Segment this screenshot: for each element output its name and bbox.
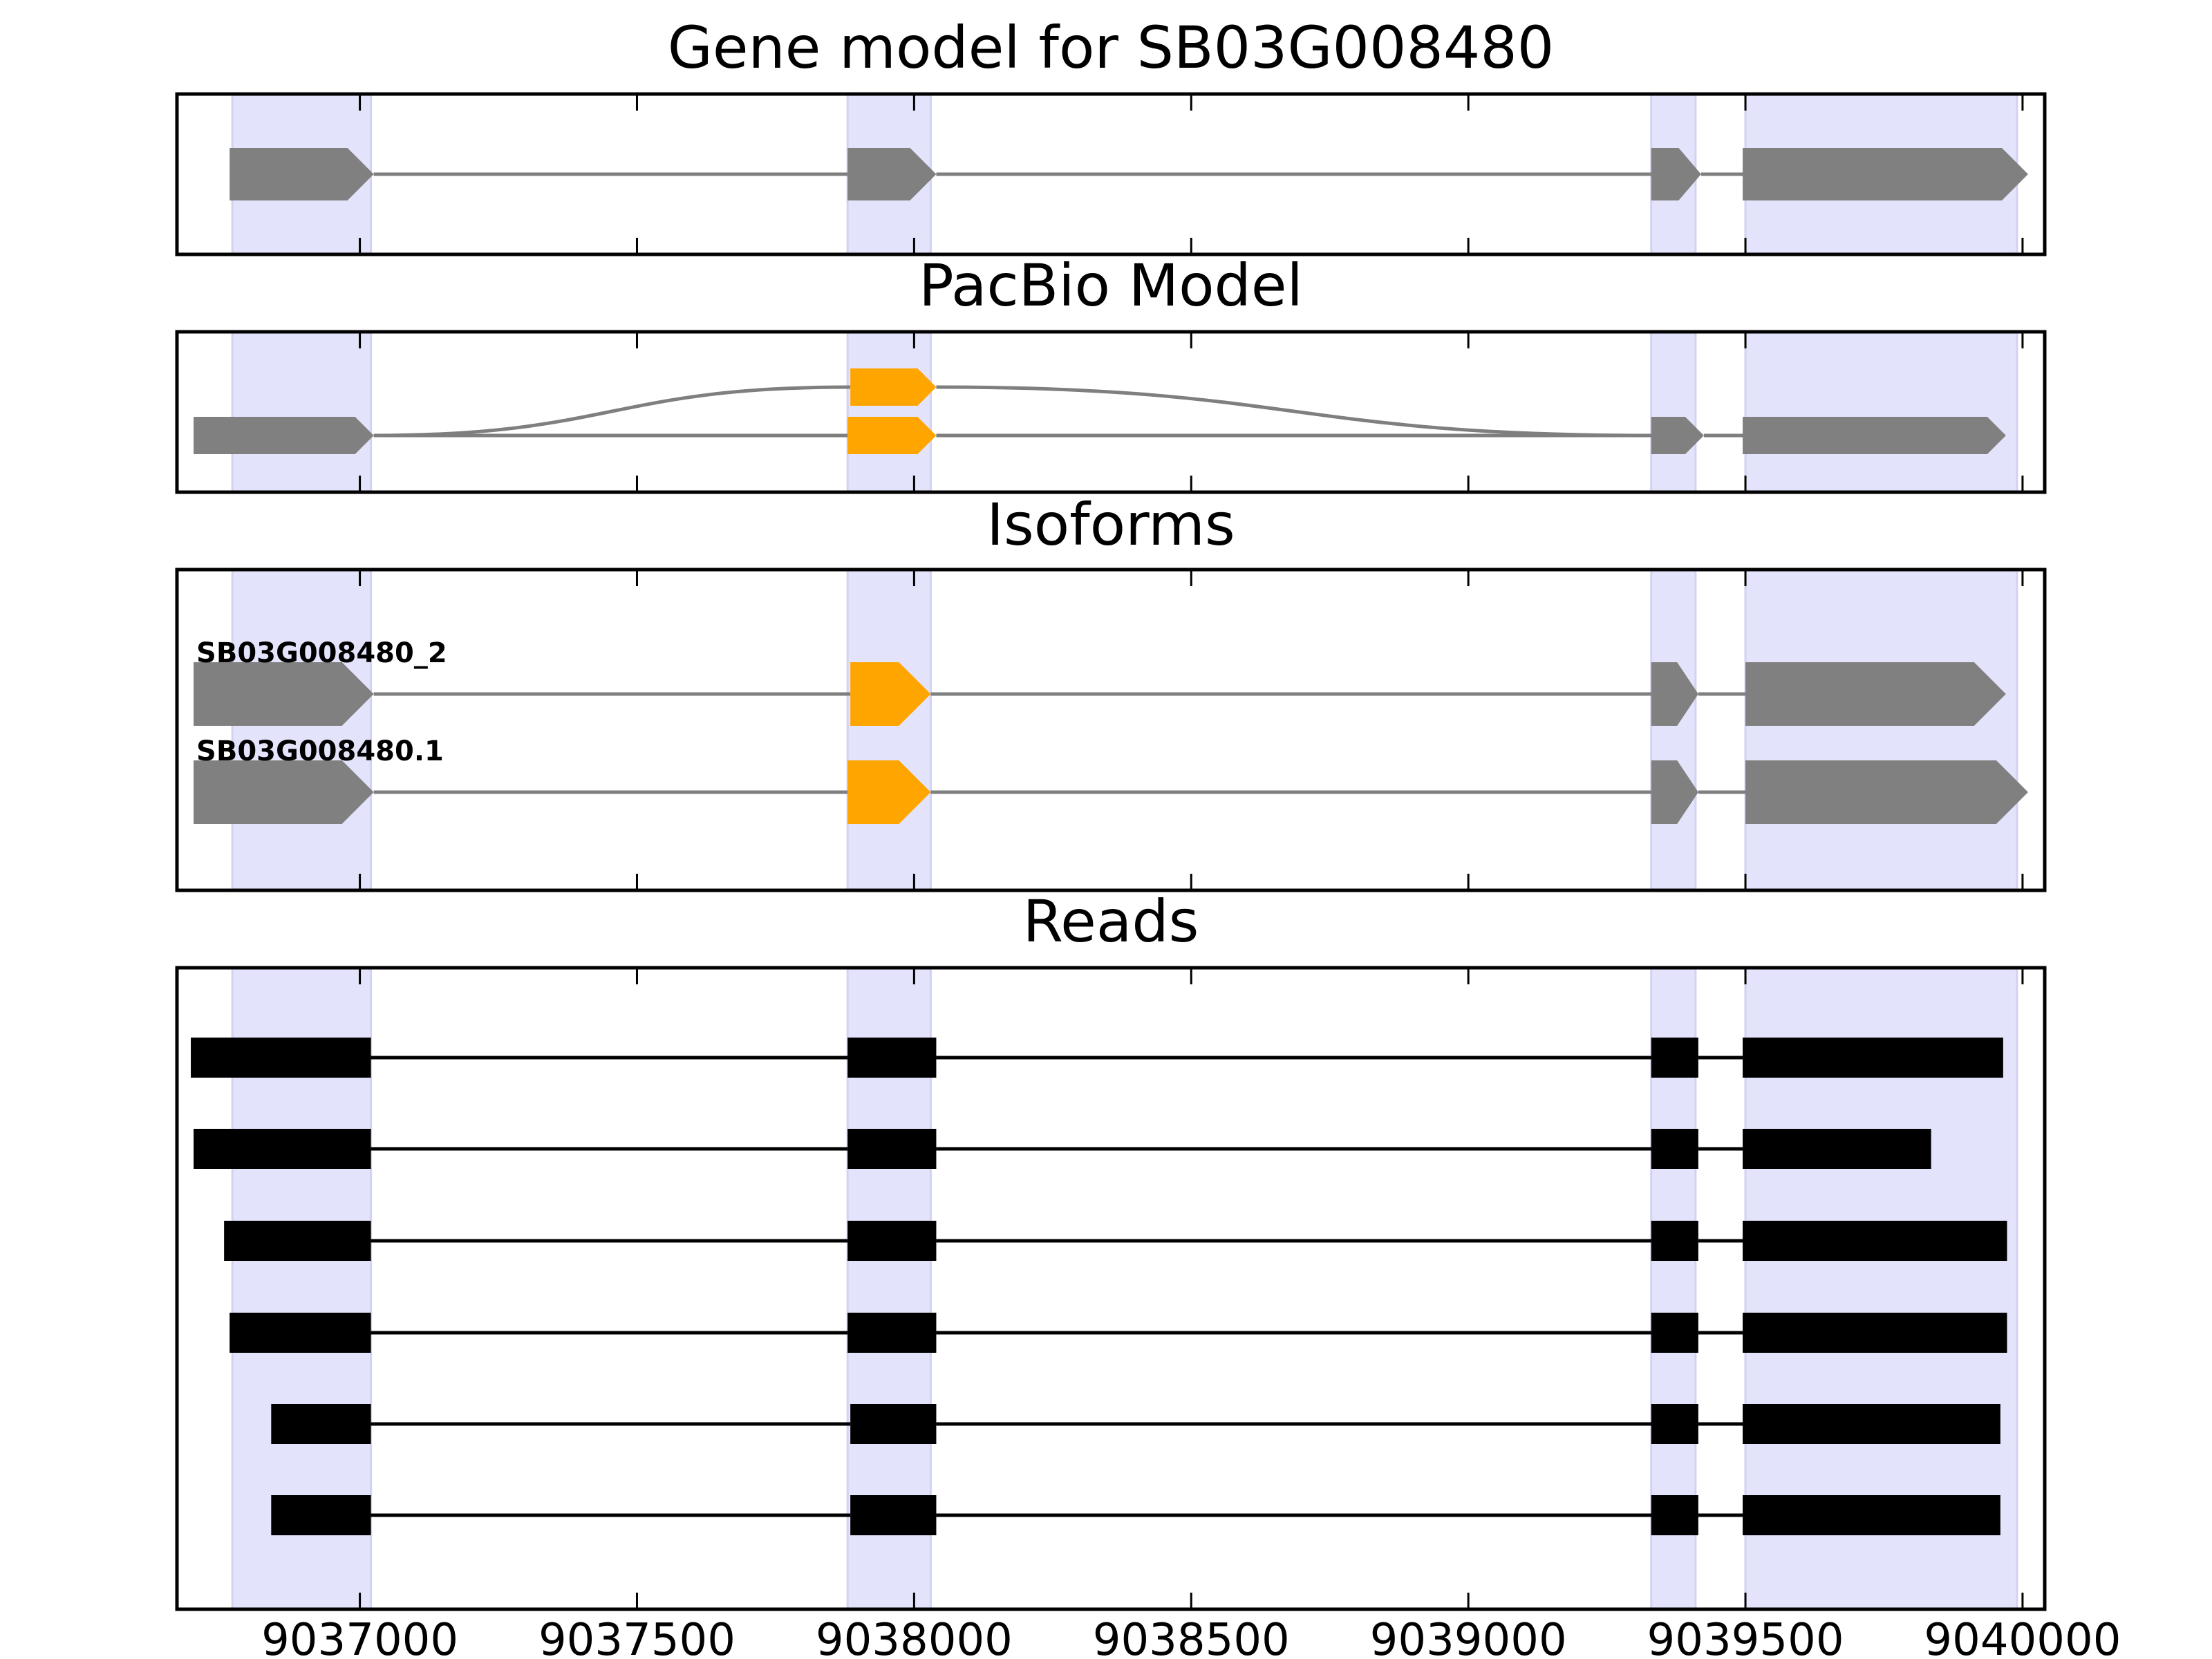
panel-title: Isoforms (986, 491, 1235, 559)
exon-block (847, 148, 937, 200)
isoform-exon (1745, 760, 2028, 824)
exon-block (229, 148, 374, 200)
isoform-exon (1651, 760, 1698, 824)
read-block (191, 1038, 371, 1078)
read-block (847, 1038, 937, 1078)
isoform-exon (194, 662, 374, 726)
read-block (1651, 1038, 1698, 1078)
read-block (1743, 1129, 1931, 1169)
highlight-region-2-2 (1650, 568, 1697, 892)
read-block (1743, 1221, 2007, 1261)
isoform-exon (1651, 662, 1698, 726)
exon-block (1743, 148, 2028, 200)
read-block (847, 1313, 937, 1353)
panel-frame-1 (175, 330, 2047, 494)
isoform-exon (850, 662, 931, 726)
highlight-region-1-2 (1650, 330, 1697, 494)
read-block (1651, 1221, 1698, 1261)
read-block (1743, 1495, 2000, 1535)
panel-title: Gene model for SB03G008480 (668, 14, 1554, 82)
splice-edge-curve (373, 385, 851, 438)
read-block (1743, 1313, 2007, 1353)
splice-node (194, 417, 374, 454)
isoform-exon (1745, 662, 2006, 726)
read-block (1743, 1038, 2003, 1078)
splice-node (847, 417, 937, 454)
read-block (194, 1129, 371, 1169)
splice-node (1651, 417, 1704, 454)
read-block (1743, 1404, 2000, 1444)
highlight-region-1-0 (231, 330, 373, 494)
panel-frame-0 (175, 92, 2047, 256)
read-block (850, 1404, 937, 1444)
highlight-region-2-3 (1744, 568, 2018, 892)
highlight-region-2-1 (846, 568, 932, 892)
content-layer (191, 148, 2028, 1535)
splice-node (850, 368, 937, 406)
panel-frame-3 (175, 966, 2047, 1611)
read-block (847, 1221, 937, 1261)
read-block (1651, 1129, 1698, 1169)
read-block (224, 1221, 371, 1261)
exon-block (1651, 148, 1701, 200)
x-tick-label: 9038000 (816, 1615, 1013, 1659)
panel-title: Reads (1023, 888, 1199, 955)
read-block (847, 1129, 937, 1169)
isoform-label: SB03G008480.1 (196, 735, 444, 767)
splice-edge-curve (936, 385, 1651, 438)
read-block (271, 1404, 371, 1444)
isoform-label: SB03G008480_2 (196, 637, 447, 669)
x-tick-label: 9039500 (1647, 1615, 1844, 1659)
read-block (271, 1495, 371, 1535)
x-tick-label: 9040000 (1924, 1615, 2121, 1659)
x-tick-label: 9038500 (1093, 1615, 1290, 1659)
panel-frame-2 (175, 568, 2047, 892)
highlight-region-1-3 (1744, 330, 2018, 494)
read-block (1651, 1313, 1698, 1353)
x-tick-label: 9037500 (538, 1615, 735, 1659)
highlight-layer (231, 93, 2018, 1611)
read-block (850, 1495, 937, 1535)
splice-node (1743, 417, 2006, 454)
highlight-region-2-0 (231, 568, 373, 892)
x-tick-label: 9037000 (261, 1615, 458, 1659)
read-block (1651, 1495, 1698, 1535)
frames-layer (175, 92, 2047, 1611)
text-layer: SB03G008480_2 SB03G008480.1 Gene model for… (196, 14, 2121, 1659)
read-block (1651, 1404, 1698, 1444)
read-block (229, 1313, 371, 1353)
isoform-exon (194, 760, 374, 824)
isoform-exon (847, 760, 931, 824)
highlight-region-1-1 (846, 330, 932, 494)
panel-title: PacBio Model (919, 252, 1303, 319)
x-tick-label: 9039000 (1370, 1615, 1567, 1659)
